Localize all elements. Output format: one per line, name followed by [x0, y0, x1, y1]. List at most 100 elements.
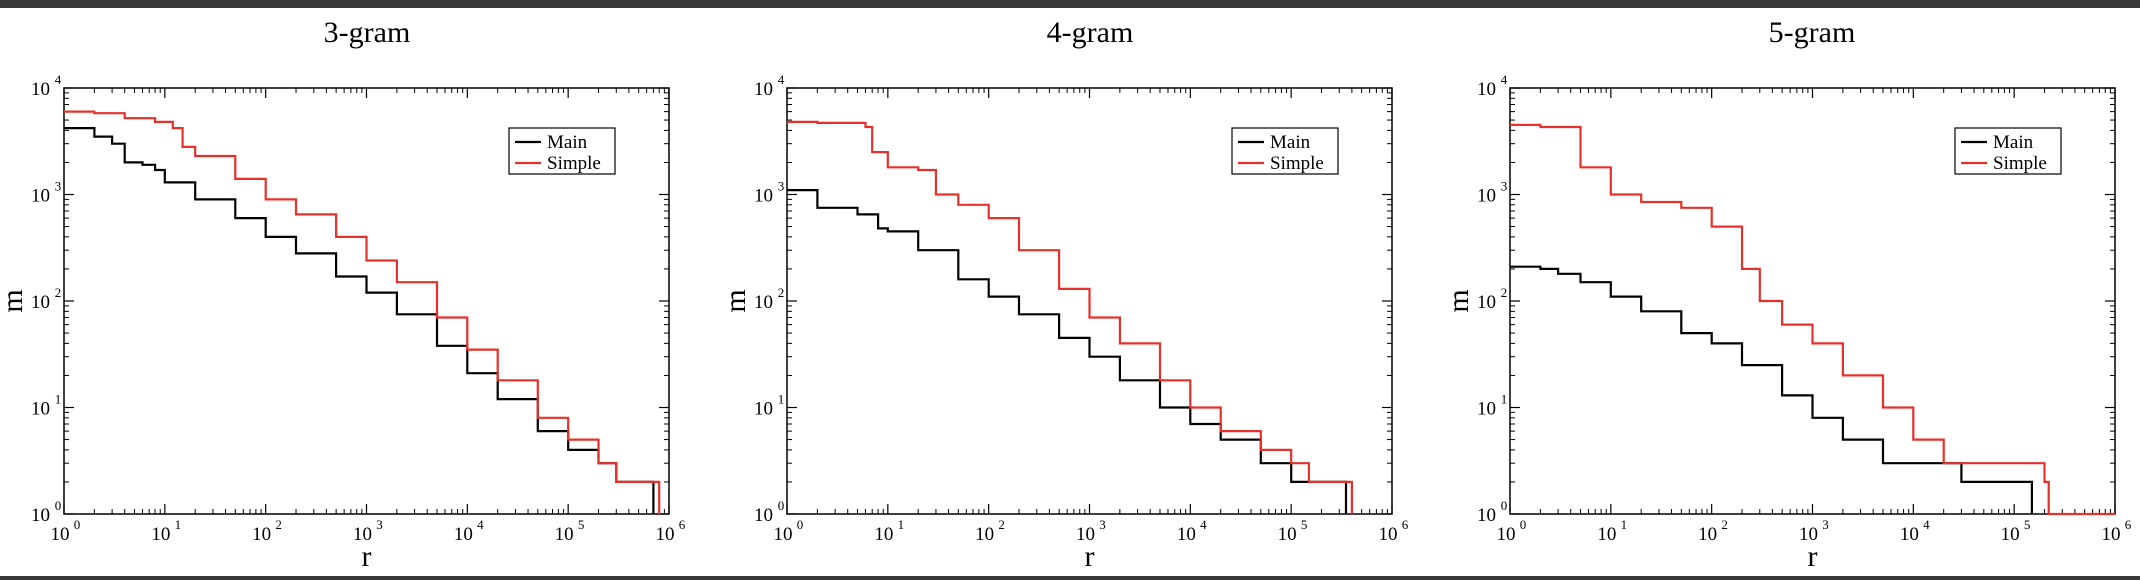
x-axis-label: r — [1808, 540, 1818, 573]
x-tick-exponent: 0 — [1520, 517, 1527, 532]
y-tick-label: 10 — [754, 505, 773, 526]
y-tick-exponent: 4 — [778, 72, 785, 87]
series-line-main — [787, 189, 1348, 514]
x-tick-exponent: 4 — [477, 517, 484, 532]
x-tick-exponent: 0 — [797, 517, 804, 532]
legend-label: Main — [547, 132, 588, 153]
x-tick-label: 10 — [252, 524, 271, 545]
x-tick-exponent: 0 — [74, 517, 81, 532]
y-tick-label: 10 — [1477, 399, 1496, 420]
x-tick-exponent: 6 — [2125, 517, 2132, 532]
y-tick-exponent: 1 — [55, 392, 62, 407]
x-tick-exponent: 6 — [1402, 517, 1409, 532]
y-tick-exponent: 3 — [778, 179, 785, 194]
y-tick-exponent: 1 — [1501, 392, 1508, 407]
legend-box — [508, 127, 616, 175]
x-tick-label: 10 — [1177, 524, 1196, 545]
x-tick-exponent: 3 — [1822, 517, 1829, 532]
y-tick-exponent: 0 — [1501, 498, 1508, 513]
x-tick-label: 10 — [1799, 524, 1818, 545]
y-tick-exponent: 2 — [1501, 285, 1508, 300]
x-tick-exponent: 1 — [1621, 517, 1628, 532]
x-tick-exponent: 1 — [898, 517, 905, 532]
x-tick-label: 10 — [353, 524, 372, 545]
legend-box — [1231, 127, 1339, 175]
x-tick-label: 10 — [774, 524, 793, 545]
legend-label: Simple — [1993, 153, 2047, 174]
y-axis-label: m — [0, 289, 29, 312]
legend-box — [1954, 127, 2062, 175]
y-tick-exponent: 0 — [778, 498, 785, 513]
x-tick-exponent: 2 — [998, 517, 1005, 532]
x-tick-label: 10 — [656, 524, 675, 545]
x-tick-label: 10 — [1698, 524, 1717, 545]
x-axis-label: r — [362, 540, 372, 573]
chart-title: 5-gram — [1769, 16, 1856, 49]
x-axis-label: r — [1085, 540, 1095, 573]
bottom-border — [0, 576, 2140, 580]
series-line-simple — [1510, 123, 2115, 516]
x-tick-label: 10 — [555, 524, 574, 545]
x-tick-label: 10 — [2001, 524, 2020, 545]
legend-label: Main — [1270, 132, 1311, 153]
x-tick-label: 10 — [975, 524, 994, 545]
y-tick-label: 10 — [31, 505, 50, 526]
x-tick-label: 10 — [51, 524, 70, 545]
x-tick-exponent: 1 — [175, 517, 182, 532]
x-tick-label: 10 — [1278, 524, 1297, 545]
x-tick-label: 10 — [1900, 524, 1919, 545]
x-tick-exponent: 6 — [679, 517, 686, 532]
y-axis-label: m — [1442, 289, 1475, 312]
x-tick-exponent: 5 — [578, 517, 585, 532]
series-line-main — [64, 127, 655, 514]
chart-title: 4-gram — [1047, 16, 1134, 49]
y-tick-label: 10 — [1477, 505, 1496, 526]
chart-title: 3-gram — [324, 16, 411, 49]
x-tick-exponent: 4 — [1923, 517, 1930, 532]
x-tick-label: 10 — [1597, 524, 1616, 545]
x-tick-exponent: 3 — [1099, 517, 1106, 532]
x-tick-exponent: 2 — [275, 517, 282, 532]
x-tick-label: 10 — [454, 524, 473, 545]
x-tick-exponent: 5 — [2024, 517, 2031, 532]
y-tick-label: 10 — [1477, 292, 1496, 313]
x-tick-label: 10 — [874, 524, 893, 545]
legend-label: Simple — [1270, 153, 1324, 174]
y-tick-label: 10 — [31, 292, 50, 313]
x-tick-label: 10 — [151, 524, 170, 545]
y-tick-label: 10 — [1477, 186, 1496, 207]
y-tick-label: 10 — [754, 292, 773, 313]
y-tick-exponent: 4 — [1501, 72, 1508, 87]
y-tick-exponent: 0 — [55, 498, 62, 513]
y-tick-label: 10 — [31, 399, 50, 420]
y-tick-exponent: 4 — [55, 72, 62, 87]
y-tick-label: 10 — [1477, 79, 1496, 100]
series-line-simple — [64, 110, 661, 514]
top-border — [0, 0, 2140, 8]
x-tick-exponent: 2 — [1721, 517, 1728, 532]
y-tick-label: 10 — [754, 79, 773, 100]
x-tick-label: 10 — [1379, 524, 1398, 545]
y-tick-label: 10 — [754, 186, 773, 207]
x-tick-label: 10 — [1497, 524, 1516, 545]
x-tick-label: 10 — [1076, 524, 1095, 545]
y-tick-exponent: 3 — [1501, 179, 1508, 194]
y-tick-label: 10 — [31, 79, 50, 100]
x-tick-exponent: 4 — [1200, 517, 1207, 532]
x-tick-exponent: 3 — [376, 517, 383, 532]
x-tick-exponent: 5 — [1301, 517, 1308, 532]
series-line-simple — [787, 120, 1353, 514]
x-tick-label: 10 — [2102, 524, 2121, 545]
y-tick-label: 10 — [31, 186, 50, 207]
y-tick-exponent: 2 — [778, 285, 785, 300]
y-axis-label: m — [719, 289, 752, 312]
legend-label: Simple — [547, 153, 601, 174]
y-tick-exponent: 1 — [778, 392, 785, 407]
